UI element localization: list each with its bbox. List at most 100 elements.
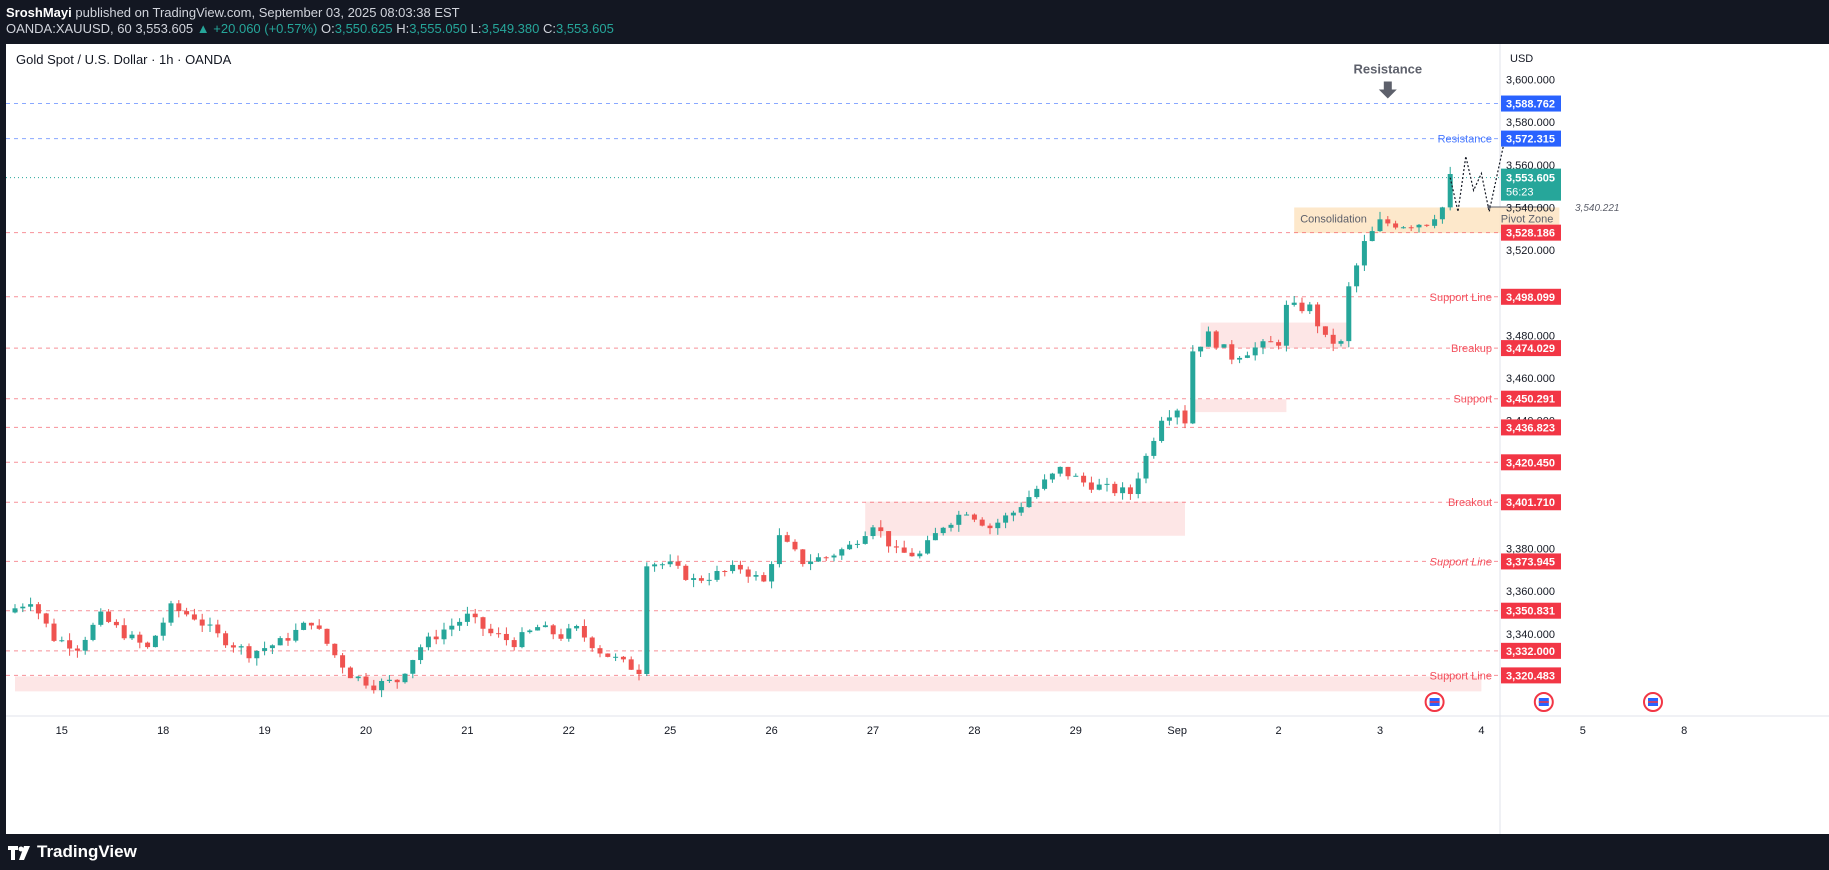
candle-body [683,565,689,580]
candle-body [199,619,205,626]
high-value: 3,555.050 [409,21,468,36]
close-label: C: [542,21,556,36]
price-tag-label: 3,373.945 [1506,556,1555,568]
y-tick-label: 3,340.000 [1506,629,1555,641]
candle-body [402,673,408,683]
breakout-zone [865,501,1185,536]
candle-body [1283,304,1289,346]
candle-body [176,603,182,612]
candle-body [347,667,353,679]
candle-body [324,628,330,644]
price-tag [1501,642,1561,659]
x-tick-label: 5 [1580,725,1586,737]
candle-body [893,546,899,548]
candle-body [628,659,634,670]
candle-body [113,621,119,626]
author-name[interactable]: SroshMayi [6,5,72,20]
price-tag-label: 3,450.291 [1506,394,1555,406]
price-tag-label: 3,588.762 [1506,99,1555,111]
candle-body [1447,174,1453,208]
candle-body [1057,466,1063,474]
candle-body [979,519,985,526]
candle-body [1291,302,1297,305]
candle-body [1018,507,1024,513]
candle-body [1322,326,1328,335]
candle-body [1213,331,1219,348]
candle-body [948,524,954,528]
candle-body [371,685,377,691]
candle-body [714,571,720,580]
candle-body [1042,479,1048,489]
level-text-label: Support Line [1430,670,1492,682]
candle-body [659,564,665,566]
candle-body [20,606,26,609]
candle-body [730,564,736,572]
candle-body [1369,231,1375,242]
price-tag [1501,602,1561,619]
candle-body [574,626,580,629]
candle-body [137,634,143,643]
resistance-title: Resistance [1353,62,1422,77]
candle-body [1135,478,1141,495]
candle-body [1088,482,1094,490]
publish-line: SroshMayi published on TradingView.com, … [6,5,460,20]
chart-panel[interactable]: Resistance Consolidation Pivot Zone 3,540.2… [6,44,1829,834]
change-arrow-icon: ▲ [196,21,210,36]
candle-body [589,637,595,649]
candle-body [815,557,821,562]
price-chart[interactable]: Resistance Consolidation Pivot Zone 3,540.2… [6,44,1829,834]
candle-body [1190,351,1196,424]
candle-body [644,566,650,674]
price-tag-label: 3,572.315 [1506,134,1555,146]
candle-body [1229,344,1235,360]
bottom-zone [15,676,1482,692]
candle-body [51,623,57,641]
pivot-zone-label: Pivot Zone [1501,213,1554,225]
candle-body [932,533,938,541]
candle-body [761,575,767,582]
candle-body [1393,223,1399,228]
level-text-label: Support Line [1430,556,1492,568]
candle-body [145,642,151,648]
candle-body [59,640,65,642]
candle-body [870,527,876,537]
candle-body [1315,304,1321,327]
candle-body [800,549,806,565]
candle-body [527,630,533,633]
consolidation-label: Consolidation [1300,213,1367,225]
candle-body [464,613,470,622]
candle-body [340,655,346,668]
candle-body [753,575,759,577]
candle-body [1432,219,1438,226]
candle-body [1237,357,1243,360]
price-tag [1501,419,1561,436]
candle-body [425,636,431,648]
price-tag [1501,130,1561,147]
candle-body [737,564,743,570]
candle-body [1073,475,1079,477]
candle-body [98,611,104,625]
x-tick-label: 26 [765,725,777,737]
price-tag-label: 3,498.099 [1506,292,1555,304]
price-tag-label: 3,474.029 [1506,343,1555,355]
candle-body [215,624,221,634]
candle-body [90,624,96,640]
last-price-label: 3,553.605 [1506,173,1555,185]
candle-body [1400,227,1406,229]
y-tick-label: 3,540.000 [1506,202,1555,214]
candle-body [1120,487,1126,494]
candle-body [488,628,494,634]
candle-body [613,656,619,658]
candle-body [1330,334,1336,344]
price-tag-label: 3,401.710 [1506,497,1555,509]
x-tick-label: 2 [1276,725,1282,737]
candle-body [1143,455,1149,479]
candle-body [433,636,439,640]
candle-body [1010,512,1016,516]
price-tag [1501,340,1561,357]
candle-body [964,514,970,516]
candle-body [745,569,751,577]
price-tag [1501,288,1561,305]
tradingview-logo[interactable]: TradingView [8,842,137,862]
candle-body [878,527,884,532]
